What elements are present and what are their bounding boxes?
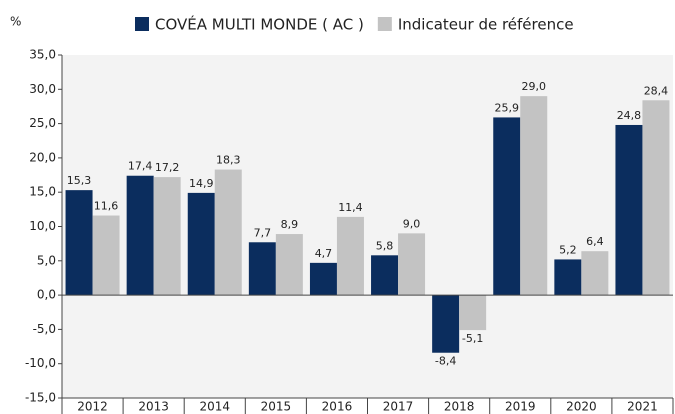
x-tick-label: 2019: [505, 400, 536, 414]
value-label: 7,7: [254, 226, 272, 239]
bar: [581, 251, 609, 296]
bar: [615, 124, 643, 296]
y-tick-label: 25,0: [29, 116, 56, 130]
legend-swatch: [135, 17, 149, 31]
bar: [642, 100, 670, 296]
value-label: 25,9: [495, 101, 520, 114]
value-label: 8,9: [281, 218, 299, 231]
y-axis-label: %: [10, 15, 21, 29]
value-label: 11,6: [94, 200, 119, 213]
legend-swatch: [377, 17, 392, 31]
bar: [126, 175, 154, 296]
value-label: 15,3: [67, 174, 92, 187]
value-label: 17,2: [155, 161, 180, 174]
y-tick-label: -10,0: [25, 356, 56, 370]
x-tick-label: 2017: [383, 400, 414, 414]
bar: [459, 295, 487, 331]
y-tick-label: 15,0: [29, 185, 56, 199]
y-tick-label: 10,0: [29, 219, 56, 233]
x-tick-label: 2013: [138, 400, 169, 414]
bar: [92, 215, 120, 296]
x-tick-label: 2021: [627, 400, 658, 414]
value-label: 28,4: [644, 84, 669, 97]
y-tick-label: 0,0: [37, 288, 56, 302]
bar: [432, 295, 460, 353]
value-label: 24,8: [617, 109, 642, 122]
x-tick-label: 2020: [566, 400, 597, 414]
value-label: 11,4: [338, 201, 363, 214]
bar: [153, 177, 181, 296]
value-label: -8,4: [435, 355, 456, 368]
value-label: 17,4: [128, 160, 153, 173]
bar: [214, 169, 242, 296]
y-tick-label: -15,0: [25, 391, 56, 405]
x-tick-label: 2015: [261, 400, 292, 414]
bar: [336, 216, 364, 296]
bar: [187, 192, 215, 296]
value-label: -5,1: [462, 332, 483, 345]
bar: [65, 190, 93, 296]
value-label: 14,9: [189, 177, 214, 190]
bar: [275, 234, 303, 296]
value-label: 9,0: [403, 217, 421, 230]
value-label: 29,0: [522, 80, 547, 93]
x-tick-label: 2012: [77, 400, 108, 414]
bar: [554, 259, 582, 296]
bar: [248, 242, 276, 296]
bar: [398, 233, 426, 296]
value-label: 6,4: [586, 235, 604, 248]
legend-label: Indicateur de référence: [398, 16, 574, 34]
x-tick-label: 2016: [322, 400, 353, 414]
legend-label: COVÉA MULTI MONDE ( AC ): [155, 15, 364, 34]
y-tick-label: 5,0: [37, 253, 56, 267]
x-tick-label: 2018: [444, 400, 475, 414]
y-tick-label: 30,0: [29, 82, 56, 96]
value-label: 5,8: [376, 239, 394, 252]
value-label: 5,2: [559, 243, 577, 256]
bar: [309, 262, 337, 296]
y-tick-label: -5,0: [33, 322, 56, 336]
x-tick-label: 2014: [199, 400, 230, 414]
bar: [520, 96, 548, 296]
value-label: 4,7: [315, 247, 333, 260]
bar: [493, 117, 521, 296]
y-tick-label: 20,0: [29, 150, 56, 164]
y-tick-label: 35,0: [29, 48, 56, 62]
bar: [371, 255, 399, 296]
value-label: 18,3: [216, 154, 241, 167]
